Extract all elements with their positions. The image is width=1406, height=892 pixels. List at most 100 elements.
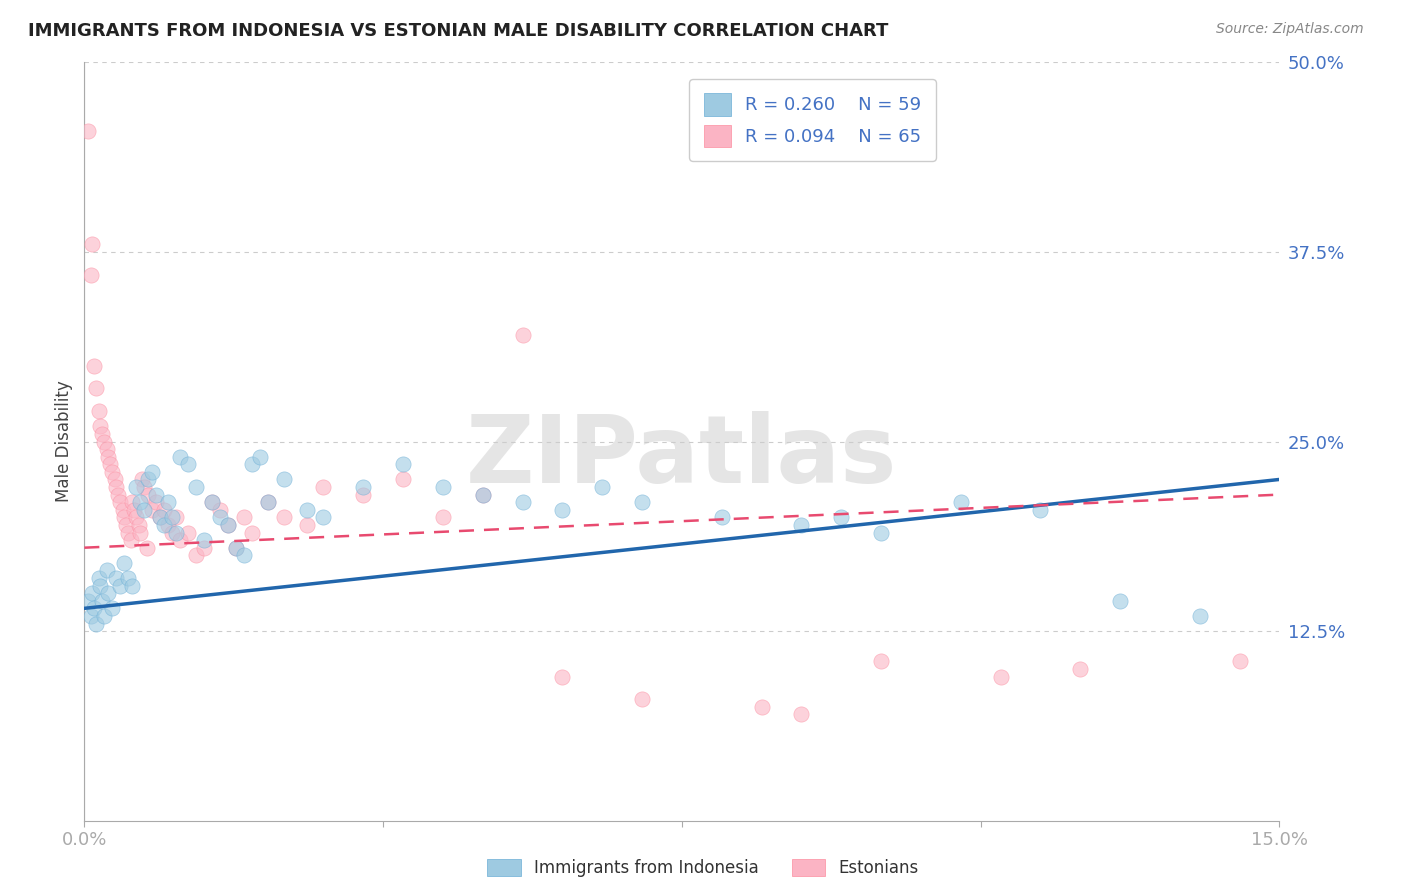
Point <box>512 495 534 509</box>
Point <box>201 495 224 509</box>
Point <box>591 480 613 494</box>
Point <box>225 541 247 555</box>
Point <box>208 510 231 524</box>
Point <box>90 427 112 442</box>
Point <box>165 525 187 540</box>
Point <box>86 616 108 631</box>
Text: Source: ZipAtlas.com: Source: ZipAtlas.com <box>1216 22 1364 37</box>
Point <box>141 465 163 479</box>
Point <box>165 510 187 524</box>
Point <box>471 487 494 501</box>
Point <box>870 655 893 669</box>
Legend: R = 0.260    N = 59, R = 0.094    N = 65: R = 0.260 N = 59, R = 0.094 N = 65 <box>689 79 936 161</box>
Point <box>297 517 319 532</box>
Point <box>141 503 163 517</box>
Point <box>121 579 143 593</box>
Point <box>89 579 111 593</box>
Point <box>240 525 263 540</box>
Point <box>129 525 152 540</box>
Point <box>153 503 176 517</box>
Point <box>83 359 105 373</box>
Point <box>98 457 121 471</box>
Text: IMMIGRANTS FROM INDONESIA VS ESTONIAN MALE DISABILITY CORRELATION CHART: IMMIGRANTS FROM INDONESIA VS ESTONIAN MA… <box>28 22 889 40</box>
Point <box>249 450 271 464</box>
Point <box>77 594 100 608</box>
Point <box>169 450 191 464</box>
Point <box>112 510 135 524</box>
Point <box>312 480 335 494</box>
Point <box>392 473 415 487</box>
Point <box>149 510 172 524</box>
Point <box>82 237 104 252</box>
Point <box>77 123 100 137</box>
Point <box>273 473 295 487</box>
Point <box>105 571 128 585</box>
Point <box>1069 662 1091 676</box>
Point <box>208 503 231 517</box>
Point <box>870 525 893 540</box>
Point <box>117 571 139 585</box>
Point <box>132 503 156 517</box>
Point <box>751 699 773 714</box>
Point <box>93 434 115 449</box>
Point <box>193 533 215 547</box>
Point <box>1109 594 1132 608</box>
Point <box>136 487 159 501</box>
Point <box>110 495 132 509</box>
Point <box>256 495 278 509</box>
Point <box>86 382 108 396</box>
Point <box>1029 503 1052 517</box>
Point <box>232 510 254 524</box>
Point <box>830 510 852 524</box>
Point <box>710 510 733 524</box>
Point <box>149 510 172 524</box>
Text: ZIPatlas: ZIPatlas <box>467 410 897 503</box>
Point <box>631 495 654 509</box>
Point <box>471 487 494 501</box>
Point <box>153 517 176 532</box>
Point <box>97 586 120 600</box>
Point <box>101 601 124 615</box>
Point <box>790 707 813 722</box>
Point <box>160 510 183 524</box>
Point <box>184 480 207 494</box>
Point <box>352 480 374 494</box>
Point <box>97 450 120 464</box>
Point <box>990 669 1012 683</box>
Point <box>112 556 135 570</box>
Point <box>392 457 415 471</box>
Point <box>432 480 454 494</box>
Point <box>125 480 148 494</box>
Point <box>177 525 200 540</box>
Point <box>157 517 180 532</box>
Point <box>128 517 150 532</box>
Point <box>80 268 103 282</box>
Point <box>96 564 118 578</box>
Point <box>201 495 224 509</box>
Point <box>631 692 654 706</box>
Point <box>240 457 263 471</box>
Point <box>1188 608 1211 623</box>
Point <box>110 579 132 593</box>
Point <box>82 586 104 600</box>
Point <box>129 495 152 509</box>
Point <box>169 533 191 547</box>
Point <box>145 495 167 509</box>
Point <box>157 495 180 509</box>
Point <box>90 594 112 608</box>
Point <box>297 503 319 517</box>
Point <box>96 442 118 457</box>
Point <box>114 517 136 532</box>
Point <box>87 571 110 585</box>
Point <box>117 525 139 540</box>
Point <box>89 419 111 434</box>
Y-axis label: Male Disability: Male Disability <box>55 381 73 502</box>
Point <box>232 548 254 563</box>
Point <box>87 404 110 418</box>
Point <box>193 541 215 555</box>
Point <box>551 503 574 517</box>
Point <box>225 541 247 555</box>
Point <box>1229 655 1251 669</box>
Point <box>184 548 207 563</box>
Point <box>136 473 159 487</box>
